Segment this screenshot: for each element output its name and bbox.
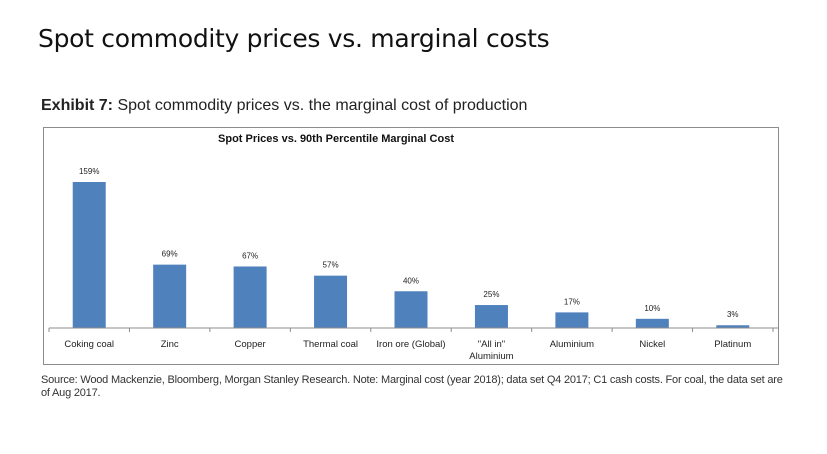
x-tick-label: Coking coal	[64, 339, 114, 350]
data-label: 17%	[564, 297, 580, 306]
data-label: 159%	[79, 167, 99, 176]
exhibit-caption: Exhibit 7: Spot commodity prices vs. the…	[41, 97, 527, 115]
x-tick-label: Platinum	[714, 339, 751, 350]
chart-frame: Spot Prices vs. 90th Percentile Marginal…	[43, 127, 779, 365]
x-tick-label: Copper	[235, 339, 266, 350]
bar	[153, 264, 187, 328]
bar	[314, 275, 348, 328]
page-title: Spot commodity prices vs. marginal costs	[38, 24, 550, 53]
exhibit-title: Spot commodity prices vs. the marginal c…	[117, 97, 528, 114]
x-tick-label: Aluminium	[469, 351, 513, 362]
exhibit-label: Exhibit 7:	[41, 97, 114, 114]
source-note: Source: Wood Mackenzie, Bloomberg, Morga…	[41, 374, 783, 399]
data-label: 25%	[483, 290, 499, 299]
bar	[555, 312, 589, 328]
data-labels-group: 159% 69% 67% 57% 40% 25% 17% 10% 3%	[79, 167, 739, 319]
bar	[72, 182, 106, 328]
data-label: 69%	[162, 250, 178, 259]
data-label: 10%	[644, 304, 660, 313]
x-tick-label: Nickel	[639, 339, 665, 350]
x-tick-labels-group: Coking coal Zinc Copper Thermal coal Iron or…	[64, 339, 751, 362]
x-tick-label: Aluminium	[550, 339, 594, 350]
data-label: 40%	[403, 276, 419, 285]
x-tick-label: Thermal coal	[303, 339, 358, 350]
bar	[635, 318, 669, 328]
data-label: 67%	[242, 251, 258, 260]
bar	[233, 266, 267, 328]
x-tick-label: Zinc	[161, 339, 179, 350]
x-tick-label: Iron ore (Global)	[376, 339, 445, 350]
x-axis	[48, 327, 778, 332]
data-label: 57%	[323, 261, 339, 270]
bar	[394, 291, 428, 328]
data-label: 3%	[727, 310, 739, 319]
x-tick-label: "All in"	[478, 339, 505, 350]
bar	[474, 305, 508, 328]
bar-chart: Spot Prices vs. 90th Percentile Marginal…	[48, 133, 778, 362]
chart-title: Spot Prices vs. 90th Percentile Marginal…	[218, 133, 454, 145]
bar	[716, 325, 750, 328]
bars-group	[72, 182, 750, 328]
